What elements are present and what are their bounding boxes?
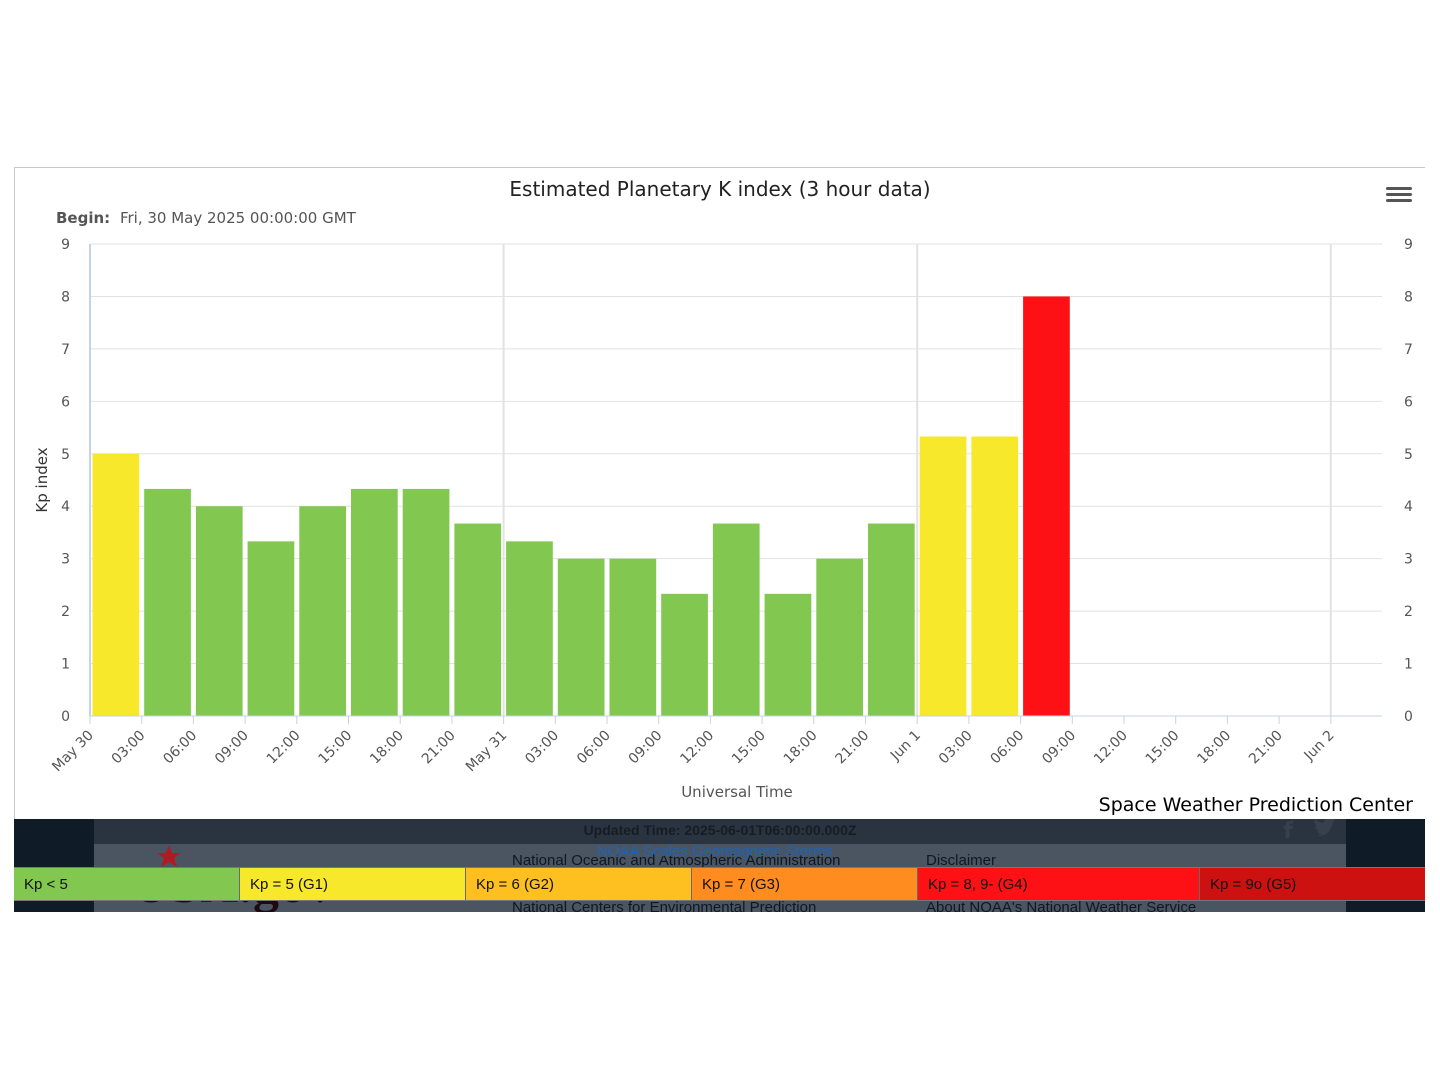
kp-bar [609, 558, 657, 716]
y-tick-label-right: 7 [1404, 342, 1413, 358]
kp-bar [402, 488, 450, 716]
y-tick-label-left: 0 [61, 709, 70, 725]
noaa-scales-link[interactable]: NOAA Scales Geomagnetic Storms [597, 843, 833, 860]
x-tick-label: 15:00 [729, 728, 769, 768]
y-axis-label: Kp index [33, 447, 51, 512]
y-tick-label-right: 4 [1404, 499, 1413, 515]
kp-bar [144, 488, 191, 716]
y-tick-label-left: 2 [61, 604, 70, 620]
x-tick-label: Jun 2 [1301, 728, 1338, 765]
twitter-icon[interactable] [1312, 819, 1338, 841]
x-tick-label: Jun 1 [887, 728, 924, 765]
y-tick-label-right: 0 [1404, 709, 1413, 725]
subtitle-value: Fri, 30 May 2025 00:00:00 GMT [120, 209, 357, 227]
kp-bar [1023, 296, 1070, 716]
y-tick-label-right: 3 [1404, 552, 1413, 568]
kp-bar [299, 506, 346, 716]
x-tick-label: 15:00 [315, 728, 355, 768]
x-tick-label: 18:00 [781, 728, 821, 768]
x-tick-label: 21:00 [1246, 728, 1286, 768]
x-tick-label: 09:00 [1039, 728, 1079, 768]
y-tick-label-right: 5 [1404, 447, 1413, 463]
subtitle-label: Begin: [56, 209, 110, 227]
x-tick-label: 12:00 [1091, 728, 1131, 768]
y-tick-label-right: 2 [1404, 604, 1413, 620]
x-tick-label: 06:00 [988, 728, 1028, 768]
y-tick-label-right: 6 [1404, 394, 1413, 410]
kp-bar [971, 436, 1019, 716]
kp-scale-legend: Kp < 5 Kp = 5 (G1) Kp = 6 (G2) Kp = 7 (G… [14, 867, 1425, 901]
scale-kp-9o-g5: Kp = 9o (G5) [1200, 868, 1425, 900]
x-tick-label: 15:00 [1143, 728, 1183, 768]
x-tick-label: 12:00 [264, 728, 304, 768]
kp-bar [868, 523, 915, 716]
kp-bar [506, 541, 553, 716]
x-tick-label: May 30 [49, 728, 97, 776]
x-tick-label: 06:00 [160, 728, 200, 768]
scale-kp-5-g1: Kp = 5 (G1) [240, 868, 466, 900]
footer-link-ncep[interactable]: National Centers for Environmental Predi… [512, 899, 817, 912]
y-tick-label-right: 9 [1404, 237, 1413, 253]
scale-kp-8-9-g4: Kp = 8, 9- (G4) [918, 868, 1200, 900]
x-tick-label: 03:00 [109, 728, 149, 768]
y-tick-label-left: 5 [61, 447, 70, 463]
scale-kp-7-g3: Kp = 7 (G3) [692, 868, 918, 900]
y-tick-label-left: 3 [61, 552, 70, 568]
kp-bar [92, 453, 140, 716]
kp-bar [195, 506, 243, 716]
scale-kp-6-g2: Kp = 6 (G2) [466, 868, 692, 900]
facebook-icon[interactable]: f [1283, 819, 1293, 844]
kp-bar [661, 593, 708, 716]
x-tick-label: 18:00 [367, 728, 407, 768]
kp-bar [557, 558, 605, 716]
swpc-credit: Space Weather Prediction Center [1098, 794, 1413, 816]
kp-bar [454, 523, 502, 716]
usa-gov-star-icon [157, 845, 181, 867]
bars [92, 296, 1070, 716]
y-tick-label-left: 4 [61, 499, 70, 515]
kp-bar [816, 558, 863, 716]
x-axis-label: Universal Time [681, 783, 793, 801]
y-tick-label-left: 7 [61, 342, 70, 358]
y-tick-label-right: 1 [1404, 657, 1413, 673]
x-tick-label: 06:00 [574, 728, 614, 768]
hamburger-menu-icon[interactable] [1386, 185, 1412, 207]
updated-time: Updated Time: 2025-06-01T06:00:00.000Z [583, 822, 857, 838]
x-tick-label: 09:00 [626, 728, 666, 768]
footer-link-about-nws[interactable]: About NOAA's National Weather Service [926, 899, 1197, 912]
kp-index-chart: Estimated Planetary K index (3 hour data… [33, 177, 1413, 801]
kp-bar [712, 523, 760, 716]
x-tick-label: 12:00 [677, 728, 717, 768]
chart-subtitle: Begin: Fri, 30 May 2025 00:00:00 GMT [56, 209, 357, 227]
footer-link-noaa[interactable]: National Oceanic and Atmospheric Adminis… [512, 852, 841, 869]
footer-link-disclaimer[interactable]: Disclaimer [926, 852, 997, 869]
y-tick-label-left: 1 [61, 657, 70, 673]
y-tick-label-left: 9 [61, 237, 70, 253]
scale-kp-lt5: Kp < 5 [14, 868, 240, 900]
x-tick-label: 21:00 [419, 728, 459, 768]
kp-bar [351, 488, 398, 716]
y-tick-label-left: 8 [61, 289, 70, 305]
x-tick-label: 18:00 [1194, 728, 1234, 768]
kp-bar [764, 593, 812, 716]
x-tick-label: 03:00 [522, 728, 562, 768]
kp-bar [247, 541, 295, 716]
x-tick-label: 21:00 [832, 728, 872, 768]
y-tick-label-left: 6 [61, 394, 70, 410]
chart-title: Estimated Planetary K index (3 hour data… [509, 177, 930, 201]
y-tick-label-right: 8 [1404, 289, 1413, 305]
x-tick-label: May 31 [463, 728, 511, 776]
x-tick-label: 09:00 [212, 728, 252, 768]
kp-bar [919, 436, 967, 716]
x-tick-label: 03:00 [936, 728, 976, 768]
